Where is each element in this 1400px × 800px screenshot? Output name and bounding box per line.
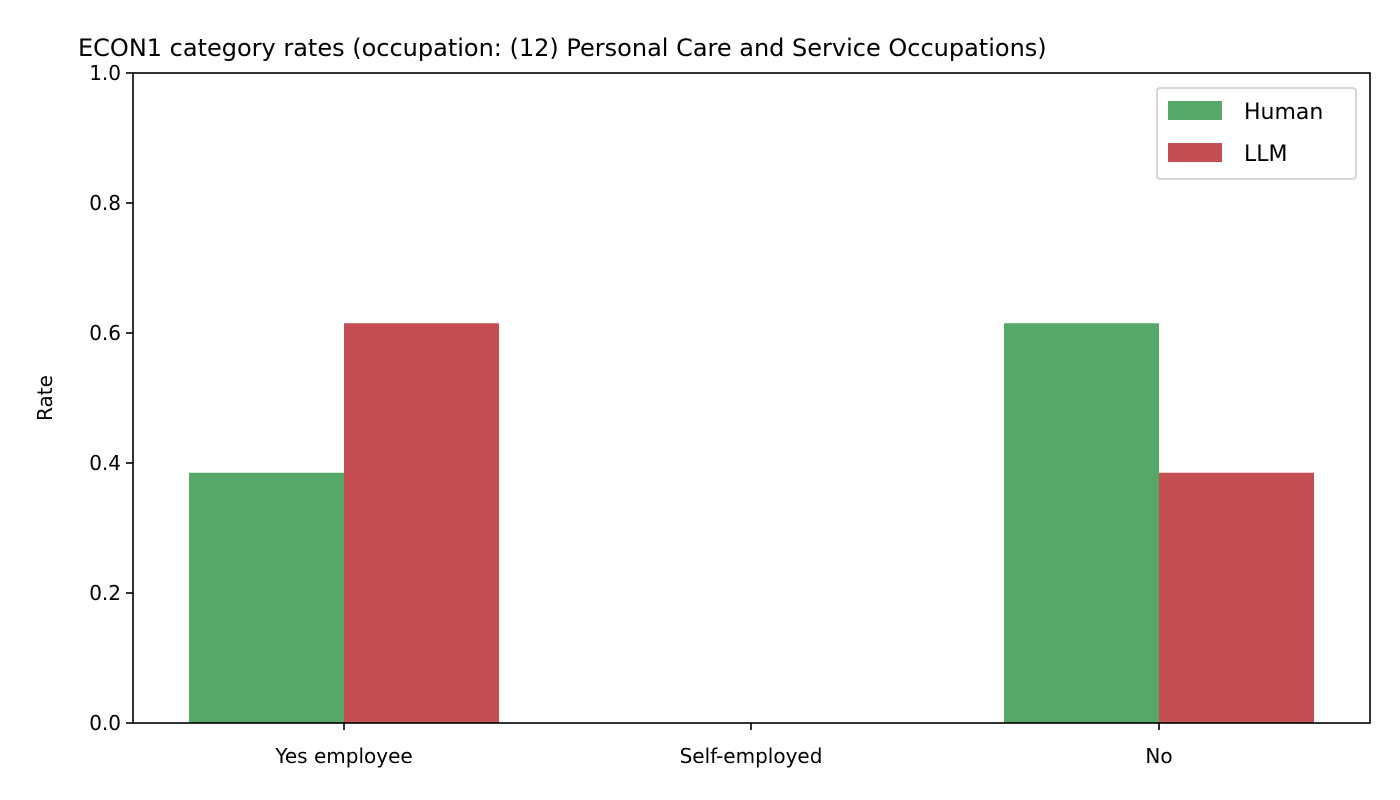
bar-llm-no [1159,472,1314,723]
y-tick-label: 0.2 [89,581,121,605]
y-tick-label: 0.6 [89,321,121,345]
y-tick-label: 0.0 [89,711,121,735]
legend: Human LLM [1156,87,1357,180]
y-tick-label: 1.0 [89,61,121,85]
y-tick-label: 0.4 [89,451,121,475]
x-tick-label-no: No [1145,744,1172,768]
bar-human-no [1004,323,1159,723]
bar-llm-yes-employee [344,323,499,723]
legend-label-human: Human [1244,100,1323,125]
y-axis-label: Rate [33,375,57,421]
legend-label-llm: LLM [1244,142,1288,167]
legend-swatch-llm [1168,143,1222,162]
bars-group [189,323,1314,723]
x-axis: Yes employee Self-employed No [274,723,1173,768]
y-tick-label: 0.8 [89,191,121,215]
x-tick-label-yes-employee: Yes employee [274,744,412,768]
x-tick-label-self-employed: Self-employed [680,744,823,768]
legend-swatch-human [1168,101,1222,120]
bar-human-yes-employee [189,472,344,723]
y-axis: 0.0 0.2 0.4 0.6 0.8 1.0 [89,61,133,735]
chart-title: ECON1 category rates (occupation: (12) P… [78,34,1047,62]
plot-frame [132,72,1371,724]
